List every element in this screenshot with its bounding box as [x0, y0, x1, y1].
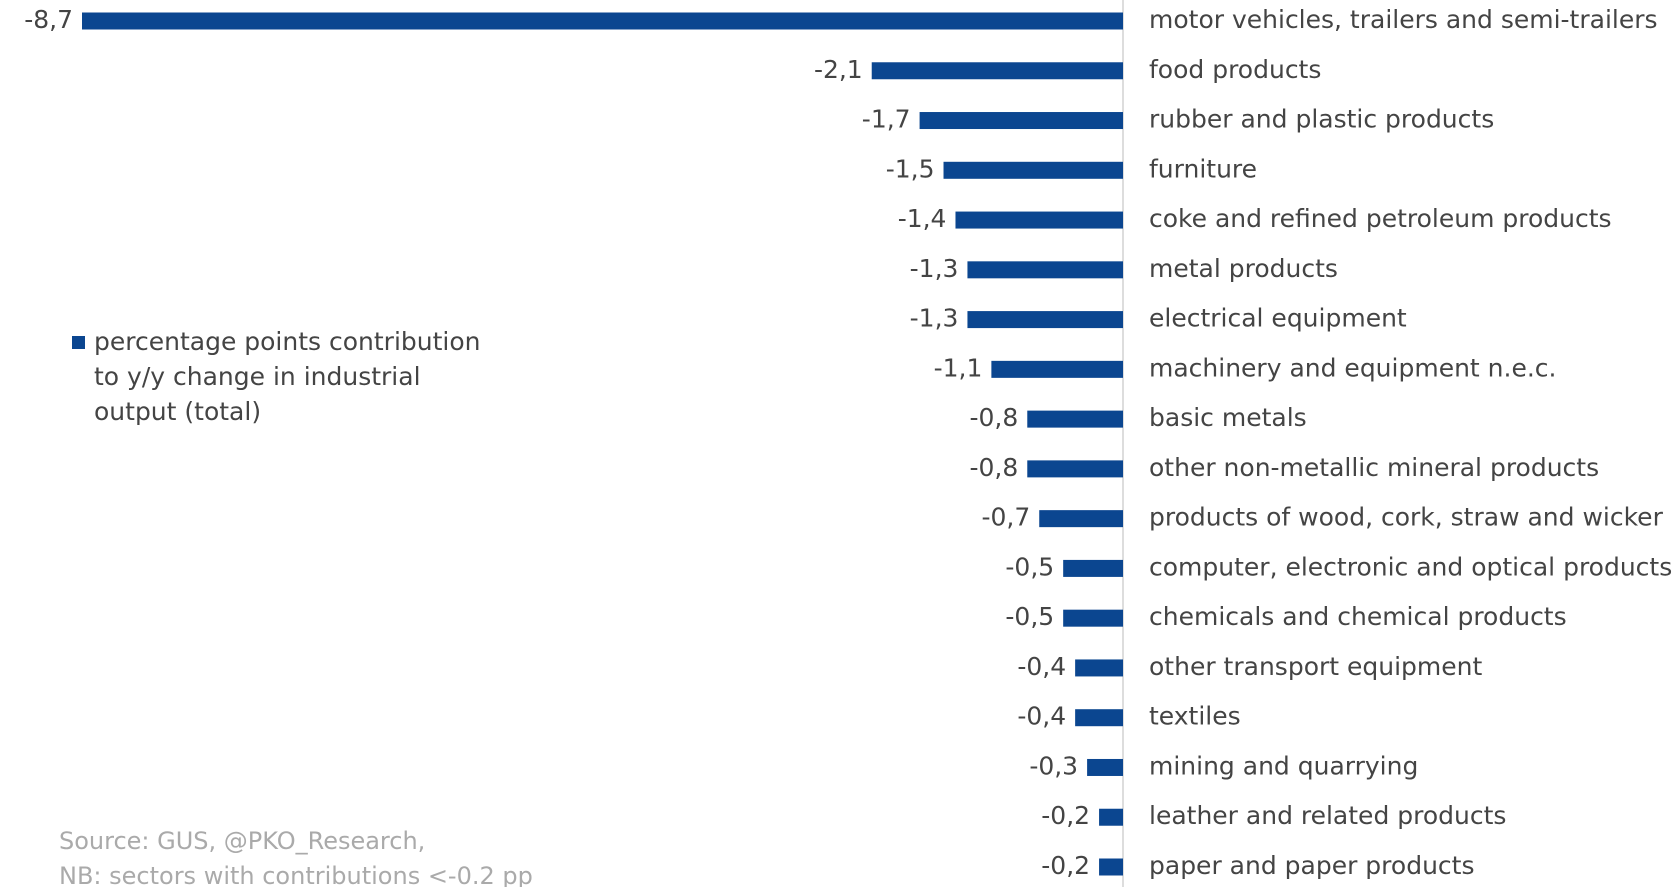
category-label: rubber and plastic products	[1149, 105, 1494, 134]
category-label: paper and paper products	[1149, 851, 1475, 880]
category-label: food products	[1149, 55, 1321, 84]
bar	[82, 12, 1123, 30]
value-label: -0,2	[1041, 801, 1090, 830]
value-label: -0,5	[1005, 552, 1054, 581]
bar	[955, 211, 1123, 229]
category-label: coke and refined petroleum products	[1149, 204, 1612, 233]
category-label: computer, electronic and optical product…	[1149, 552, 1672, 581]
bar	[967, 311, 1123, 329]
value-label: -0,8	[969, 403, 1018, 432]
category-label: other non-metallic mineral products	[1149, 453, 1599, 482]
value-label: -1,4	[898, 204, 947, 233]
bar	[1039, 510, 1123, 528]
bar	[1087, 758, 1123, 776]
category-label: other transport equipment	[1149, 652, 1482, 681]
value-label: -0,3	[1029, 751, 1078, 780]
bar	[943, 161, 1123, 179]
category-label: electrical equipment	[1149, 304, 1407, 333]
legend-swatch	[72, 336, 85, 349]
value-label: -1,3	[910, 304, 959, 333]
bar	[1027, 460, 1123, 478]
category-label: products of wood, cork, straw and wicker	[1149, 503, 1664, 532]
bar	[871, 62, 1123, 80]
category-label: mining and quarrying	[1149, 751, 1418, 780]
value-label: -1,1	[934, 353, 983, 382]
legend: percentage points contribution to y/y ch…	[72, 324, 502, 429]
value-label: -2,1	[814, 55, 863, 84]
value-label: -1,5	[886, 154, 935, 183]
bar	[919, 112, 1123, 130]
category-label: metal products	[1149, 254, 1338, 283]
category-label: machinery and equipment n.e.c.	[1149, 353, 1556, 382]
value-label: -1,7	[862, 105, 911, 134]
value-label: -1,3	[910, 254, 959, 283]
bar	[1099, 858, 1123, 876]
value-label: -0,4	[1017, 652, 1066, 681]
category-label: leather and related products	[1149, 801, 1506, 830]
bar	[1099, 808, 1123, 826]
source-line: NB: sectors with contributions <-0.2 pp	[59, 862, 533, 887]
category-label: textiles	[1149, 702, 1241, 731]
value-label: -0,4	[1017, 702, 1066, 731]
source-note: Source: GUS, @PKO_Research, NB: sectors …	[59, 824, 533, 887]
value-label: -0,7	[981, 503, 1030, 532]
value-label: -8,7	[24, 5, 73, 34]
value-label: -0,2	[1041, 851, 1090, 880]
legend-label: percentage points contribution to y/y ch…	[94, 327, 481, 426]
bar	[1075, 709, 1123, 727]
category-label: basic metals	[1149, 403, 1307, 432]
bar	[1063, 559, 1123, 577]
source-line: Source: GUS, @PKO_Research,	[59, 827, 426, 855]
value-label: -0,5	[1005, 602, 1054, 631]
bar	[991, 360, 1123, 378]
bar	[1075, 659, 1123, 677]
category-label: furniture	[1149, 154, 1257, 183]
category-label: chemicals and chemical products	[1149, 602, 1567, 631]
category-label: motor vehicles, trailers and semi-traile…	[1149, 5, 1658, 34]
bar	[1027, 410, 1123, 428]
bar	[1063, 609, 1123, 627]
value-label: -0,8	[969, 453, 1018, 482]
bar	[967, 261, 1123, 279]
